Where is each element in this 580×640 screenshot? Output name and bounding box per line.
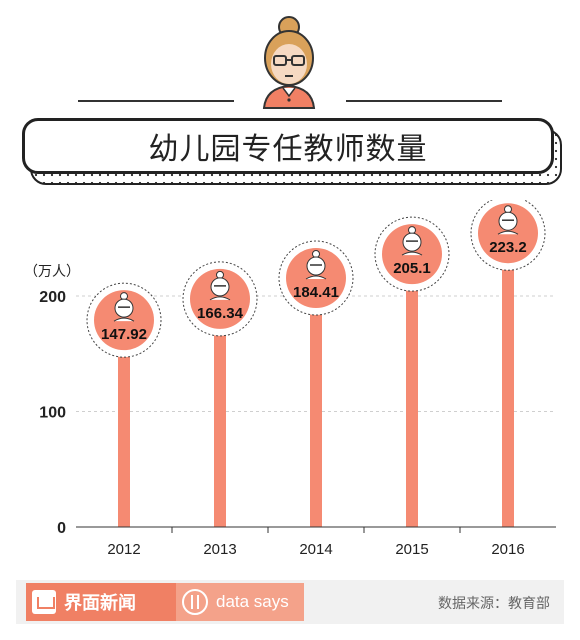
face-head xyxy=(498,211,518,231)
face-shoulders xyxy=(209,296,231,301)
cartoon-face-icon xyxy=(209,270,231,301)
jiemian-logo-icon xyxy=(32,590,56,614)
bar-chart: 0 100 200 （万人） 2012 2013 2014 2015 2016 147.92 16… xyxy=(24,200,556,558)
cartoon-face-icon xyxy=(401,226,423,256)
y-tick-label: 0 xyxy=(57,520,66,537)
face-shoulders xyxy=(497,230,519,235)
face-head xyxy=(306,256,326,276)
cartoon-face-icon xyxy=(305,250,327,280)
face-head xyxy=(402,232,422,252)
y-unit-label: （万人） xyxy=(24,264,80,280)
face-head xyxy=(210,277,230,297)
bar xyxy=(310,314,322,527)
cartoon-girl-icon xyxy=(262,16,316,109)
value-bubble: 184.41 xyxy=(278,240,354,316)
bars xyxy=(118,269,514,527)
data-label: 166.34 xyxy=(197,305,244,322)
y-tick-label: 200 xyxy=(39,289,66,306)
bar xyxy=(118,356,130,527)
cartoon-face-icon xyxy=(497,205,519,235)
chart-title: 幼儿园专任教师数量 xyxy=(148,132,428,167)
brand-block: 界面新闻 xyxy=(26,583,176,621)
x-tick-label: 2013 xyxy=(203,541,236,558)
value-bubble: 223.2 xyxy=(470,200,546,271)
x-tick-label: 2014 xyxy=(299,541,332,558)
x-tick-label: 2016 xyxy=(491,541,524,558)
brand-name: 界面新闻 xyxy=(64,593,136,614)
bar xyxy=(406,290,418,527)
face-bun xyxy=(408,226,416,235)
data-label: 147.92 xyxy=(101,326,147,343)
x-tick-label: 2012 xyxy=(107,541,140,558)
value-bubble: 205.1 xyxy=(374,216,450,292)
x-tick-label: 2015 xyxy=(395,541,428,558)
data-label: 205.1 xyxy=(393,260,431,277)
value-bubbles: 147.92 166.34 184.41 205.1 223.2 xyxy=(86,200,546,358)
face-shoulders xyxy=(305,275,327,280)
data-says-block: data says xyxy=(176,583,304,621)
title-box: 幼儿园专任教师数量 xyxy=(22,118,554,174)
face-shoulders xyxy=(401,251,423,256)
bar xyxy=(214,334,226,527)
bar xyxy=(502,269,514,527)
face-shoulders xyxy=(113,317,135,322)
axes: 0 100 200 （万人） 2012 2013 2014 2015 2016 xyxy=(24,264,556,558)
face-head xyxy=(114,298,134,318)
header-rule-right xyxy=(346,100,502,102)
header-rule-left xyxy=(78,100,234,102)
footer: 界面新闻 data says 数据来源：教育部 xyxy=(16,580,564,624)
value-bubble: 166.34 xyxy=(182,261,258,337)
face-bun xyxy=(312,250,320,259)
cartoon-face-icon xyxy=(113,292,135,322)
data-says-logo-icon xyxy=(182,589,208,615)
source-note: 数据来源：教育部 xyxy=(438,596,550,612)
face-bun xyxy=(216,270,224,279)
face-bun xyxy=(504,205,512,214)
data-label: 184.41 xyxy=(293,284,339,301)
data-label: 223.2 xyxy=(489,239,527,256)
face-bun xyxy=(120,292,128,301)
y-tick-label: 100 xyxy=(39,405,66,422)
value-bubble: 147.92 xyxy=(86,282,162,358)
data-says-label: data says xyxy=(216,592,289,611)
